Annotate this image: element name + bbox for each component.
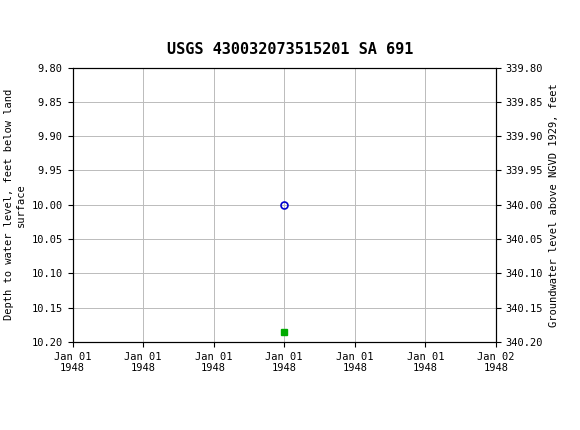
- Y-axis label: Depth to water level, feet below land
surface: Depth to water level, feet below land su…: [5, 89, 26, 320]
- Y-axis label: Groundwater level above NGVD 1929, feet: Groundwater level above NGVD 1929, feet: [549, 83, 559, 326]
- Legend: Period of approved data: Period of approved data: [178, 429, 390, 430]
- Text: ≋: ≋: [5, 6, 26, 30]
- Text: USGS 430032073515201 SA 691: USGS 430032073515201 SA 691: [167, 42, 413, 57]
- Text: USGS: USGS: [38, 9, 93, 27]
